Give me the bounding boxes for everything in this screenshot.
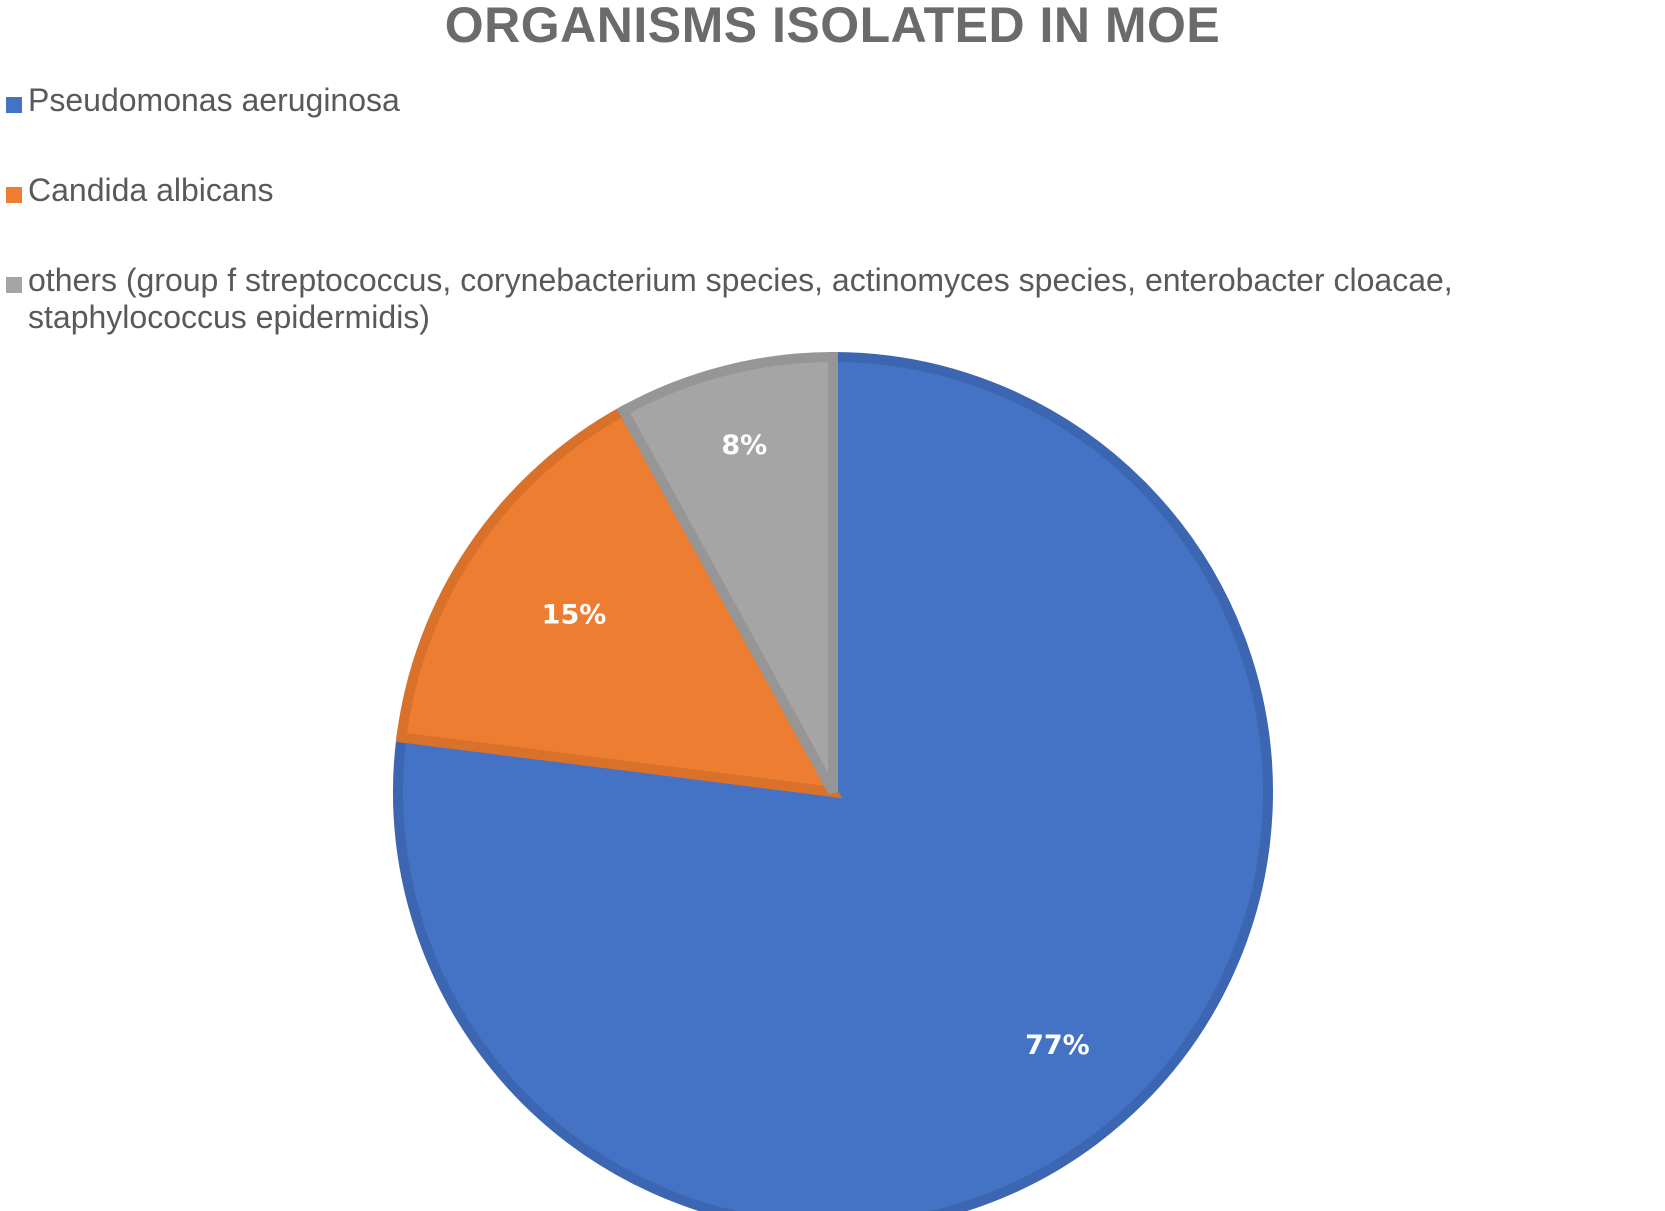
data-label-0: 77% (1025, 1030, 1090, 1061)
legend-item-candida: Candida albicans (6, 172, 1648, 209)
pie-slice-2 (616, 351, 838, 795)
legend-swatch-others (6, 277, 22, 293)
legend-label-pseudomonas: Pseudomonas aeruginosa (28, 82, 400, 118)
legend-label-others: others (group f streptococcus, corynebac… (28, 262, 1453, 335)
data-label-2: 8% (721, 430, 767, 461)
legend-swatch-pseudomonas (6, 97, 22, 113)
pie-slice-0 (393, 351, 1273, 1211)
legend-label-candida: Candida albicans (28, 172, 274, 208)
chart-title: ORGANISMS ISOLATED IN MOE (444, 0, 1221, 53)
legend-swatch-candida (6, 187, 22, 203)
legend-item-others: others (group f streptococcus, corynebac… (6, 262, 1648, 336)
legend-item-pseudomonas: Pseudomonas aeruginosa (6, 82, 1648, 119)
data-label-1: 15% (542, 600, 607, 631)
pie-slice-1 (395, 404, 843, 799)
